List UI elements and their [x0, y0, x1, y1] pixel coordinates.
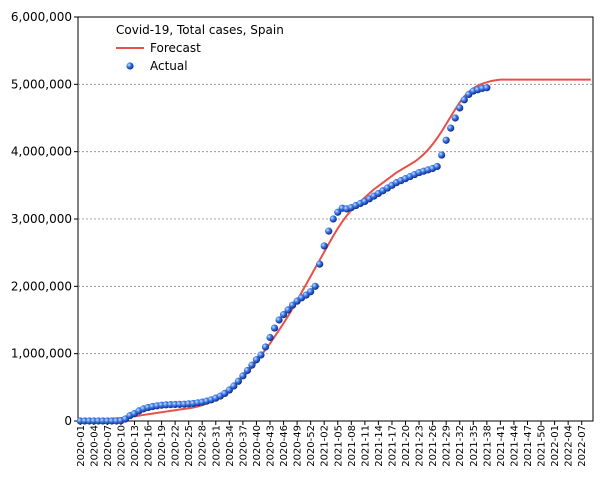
x-tick-label: 2020-25	[184, 425, 195, 467]
chart-title: Covid-19, Total cases, Spain	[116, 23, 284, 37]
x-tick-label: 2021-26	[428, 425, 439, 467]
x-tick-label: 2021-20	[401, 425, 412, 467]
x-tick-label: 2020-04	[89, 425, 100, 467]
x-tick-label: 2020-49	[293, 425, 304, 467]
actual-point	[248, 361, 256, 369]
x-tick-label: 2021-17	[387, 425, 398, 467]
x-tick-label: 2021-41	[496, 425, 507, 467]
actual-point	[311, 282, 319, 290]
x-tick-label: 2020-34	[225, 425, 236, 467]
actual-point	[316, 260, 324, 268]
y-tick-label: 1,000,000	[11, 347, 72, 361]
x-tick-label: 2020-37	[238, 425, 249, 467]
y-tick-label: 0	[64, 414, 72, 428]
legend-marker	[126, 62, 134, 70]
x-tick-label: 2021-08	[347, 425, 358, 467]
x-tick-label: 2021-02	[320, 425, 331, 467]
actual-point	[329, 215, 337, 223]
actual-point	[279, 311, 288, 319]
forecast-line	[80, 78, 591, 422]
actual-point	[325, 227, 333, 235]
x-tick-label: 2021-50	[537, 425, 548, 467]
actual-point	[460, 96, 468, 104]
y-tick-label: 5,000,000	[11, 77, 72, 91]
x-tick-label: 2021-05	[333, 425, 344, 467]
x-tick-label: 2021-11	[360, 425, 371, 467]
y-tick-label: 2,000,000	[11, 279, 72, 293]
x-tick-label: 2020-13	[130, 425, 141, 467]
actual-point	[447, 124, 455, 132]
actual-point	[320, 242, 328, 250]
actual-point	[230, 382, 238, 390]
legend-label: Forecast	[150, 41, 201, 55]
actual-point	[307, 288, 315, 296]
actual-point	[433, 162, 441, 171]
x-tick-label: 2020-43	[265, 425, 276, 467]
x-tick-label: 2020-01	[76, 425, 87, 467]
actual-point	[261, 343, 270, 351]
x-tick-label: 2020-19	[157, 425, 168, 467]
x-tick-label: 2020-07	[103, 425, 114, 467]
actual-point	[275, 316, 283, 324]
x-tick-label: 2020-28	[198, 425, 209, 467]
x-tick-label: 2020-31	[211, 425, 222, 467]
x-tick-label: 2021-14	[374, 425, 385, 467]
y-tick-label: 4,000,000	[11, 145, 72, 159]
x-tick-label: 2021-32	[455, 425, 466, 467]
x-tick-label: 2020-22	[171, 425, 182, 467]
x-tick-label: 2020-16	[144, 425, 155, 467]
legend-label: Actual	[150, 59, 188, 73]
x-tick-label: 2021-44	[509, 425, 520, 467]
x-tick-label: 2021-35	[469, 425, 480, 467]
x-tick-label: 2020-10	[116, 425, 127, 467]
actual-point	[252, 356, 261, 364]
y-tick-label: 3,000,000	[11, 212, 72, 226]
x-tick-label: 2022-04	[564, 425, 575, 467]
x-tick-label: 2022-01	[550, 425, 561, 467]
actual-point	[239, 372, 247, 380]
actual-point	[438, 151, 446, 159]
actual-point	[243, 366, 252, 375]
x-tick-label: 2020-40	[252, 425, 263, 467]
actual-point	[451, 114, 459, 122]
actual-point	[270, 324, 279, 332]
x-tick-label: 2022-07	[577, 425, 588, 467]
actual-point	[266, 333, 274, 342]
x-tick-label: 2021-29	[442, 425, 453, 467]
actual-point	[234, 377, 242, 385]
actual-point	[284, 306, 292, 314]
x-tick-label: 2021-23	[415, 425, 426, 467]
actual-point	[456, 104, 464, 112]
x-tick-label: 2020-46	[279, 425, 290, 467]
x-tick-label: 2020-52	[306, 425, 317, 467]
x-tick-label: 2021-38	[482, 425, 493, 467]
x-tick-label: 2021-47	[523, 425, 534, 467]
y-tick-label: 6,000,000	[11, 10, 72, 24]
actual-point	[483, 84, 491, 92]
actual-point	[442, 136, 450, 144]
actual-point	[257, 351, 265, 359]
